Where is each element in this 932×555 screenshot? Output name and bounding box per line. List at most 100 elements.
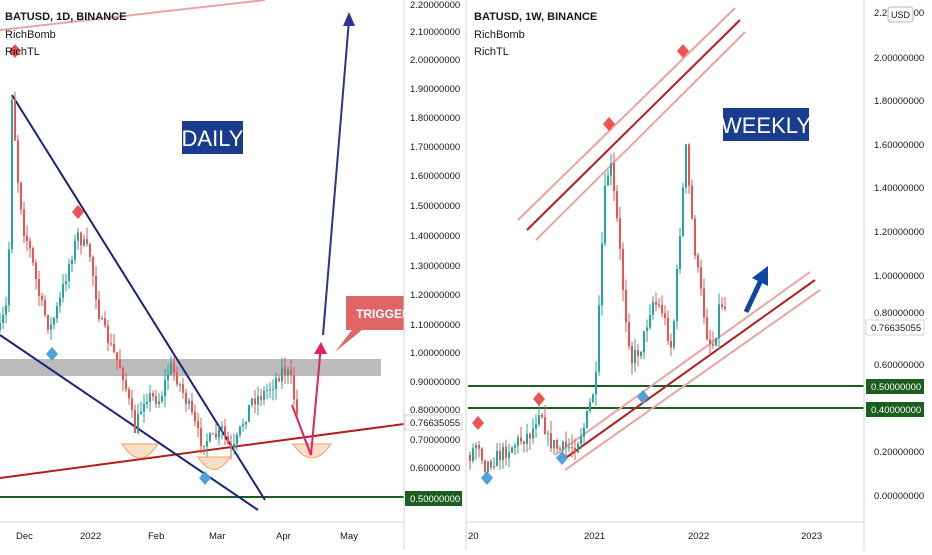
candle xyxy=(131,398,133,410)
candle xyxy=(239,426,241,435)
candle xyxy=(203,445,205,447)
candle xyxy=(628,322,630,347)
candle xyxy=(721,304,723,307)
weekly-time-axis[interactable]: 20 2021 2022 2023 xyxy=(468,531,822,542)
sell-marker xyxy=(533,392,545,406)
candle xyxy=(649,314,651,328)
buy-marker xyxy=(556,451,568,465)
candle xyxy=(724,306,726,309)
candle xyxy=(20,182,22,210)
candle xyxy=(197,421,199,429)
candle xyxy=(592,394,594,403)
candle xyxy=(38,278,40,296)
weekly-current-price-label: 0.76635055 xyxy=(865,319,925,336)
candle xyxy=(535,424,537,429)
candle xyxy=(14,99,16,141)
candle xyxy=(691,185,693,219)
candle xyxy=(227,436,229,444)
time-tick: 2023 xyxy=(801,531,822,542)
candle xyxy=(152,393,154,397)
trigger-arrowhead xyxy=(314,342,327,354)
candle xyxy=(652,301,654,315)
upper-channel-outer xyxy=(517,7,736,221)
candle xyxy=(589,402,591,411)
candle xyxy=(565,441,567,448)
candle xyxy=(194,411,196,422)
candle xyxy=(484,460,486,472)
indicator-richtl[interactable]: RichTL xyxy=(5,46,40,58)
candle xyxy=(29,241,31,249)
price-tick: 1.60000000 xyxy=(410,171,460,182)
candle xyxy=(44,299,46,316)
candle xyxy=(640,351,642,357)
candle xyxy=(251,398,253,405)
time-tick: Mar xyxy=(209,531,225,542)
daily-current-price-label: 0.76635055 xyxy=(404,414,463,431)
candle xyxy=(230,443,232,449)
candle xyxy=(682,187,684,236)
daily-time-axis[interactable]: Dec 2022 Feb Mar Apr May xyxy=(16,531,358,542)
candle xyxy=(32,248,34,263)
weekly-price-axis[interactable]: 2.20000000 2.00000000 1.80000000 1.60000… xyxy=(874,8,924,502)
candle xyxy=(266,389,268,391)
candle xyxy=(517,437,519,446)
candle xyxy=(703,288,705,318)
candle xyxy=(65,281,67,285)
candle xyxy=(643,331,645,352)
price-tick: 2.20000000 xyxy=(410,0,460,11)
svg-text:0.50000000: 0.50000000 xyxy=(871,382,921,393)
currency-badge[interactable]: USD xyxy=(887,6,914,23)
price-tick: 0.90000000 xyxy=(410,377,460,388)
candle xyxy=(113,343,115,353)
candle xyxy=(676,268,678,322)
candle xyxy=(577,443,579,453)
indicator-richbomb[interactable]: RichBomb xyxy=(474,29,525,41)
candle xyxy=(143,403,145,412)
candle xyxy=(469,455,471,461)
indicator-richtl[interactable]: RichTL xyxy=(474,46,509,58)
candle xyxy=(221,426,223,428)
weekly-level-price-label: 0.50000000 xyxy=(866,379,924,394)
time-tick: Dec xyxy=(16,531,33,542)
lower-channel-outer xyxy=(554,271,811,456)
candle xyxy=(679,235,681,269)
candle xyxy=(137,414,139,433)
candle xyxy=(50,324,52,330)
weekly-label: WEEKLY xyxy=(721,113,811,138)
price-tick: 1.30000000 xyxy=(410,261,460,272)
candle xyxy=(200,428,202,446)
candle xyxy=(583,427,585,437)
time-tick: 2021 xyxy=(584,531,605,542)
candle xyxy=(637,350,639,357)
daily-label-box xyxy=(182,121,243,154)
candle xyxy=(83,239,85,246)
candle xyxy=(254,398,256,405)
svg-text:0.40000000: 0.40000000 xyxy=(871,405,921,416)
candle xyxy=(269,389,271,391)
sell-marker xyxy=(472,416,484,430)
candle xyxy=(233,444,235,449)
candle xyxy=(56,305,58,319)
candle xyxy=(571,447,573,449)
candle xyxy=(655,301,657,305)
candle xyxy=(77,232,79,241)
time-tick: 2022 xyxy=(80,531,101,542)
wedge-upper-line xyxy=(11,94,266,501)
candle xyxy=(481,448,483,461)
candle xyxy=(619,218,621,249)
candle xyxy=(245,421,247,425)
candle xyxy=(8,249,10,306)
candle xyxy=(179,384,181,386)
svg-text:0.76635055: 0.76635055 xyxy=(410,418,460,429)
daily-price-axis[interactable]: 2.20000000 2.10000000 2.00000000 1.90000… xyxy=(410,0,460,474)
cup-shape xyxy=(197,456,231,470)
time-tick: May xyxy=(340,531,358,542)
candle xyxy=(41,295,43,300)
candle xyxy=(257,396,259,405)
candle xyxy=(260,396,262,400)
candle xyxy=(574,447,576,453)
price-tick: 0.70000000 xyxy=(410,435,460,446)
sell-marker xyxy=(72,205,84,219)
indicator-richbomb[interactable]: RichBomb xyxy=(5,29,56,41)
